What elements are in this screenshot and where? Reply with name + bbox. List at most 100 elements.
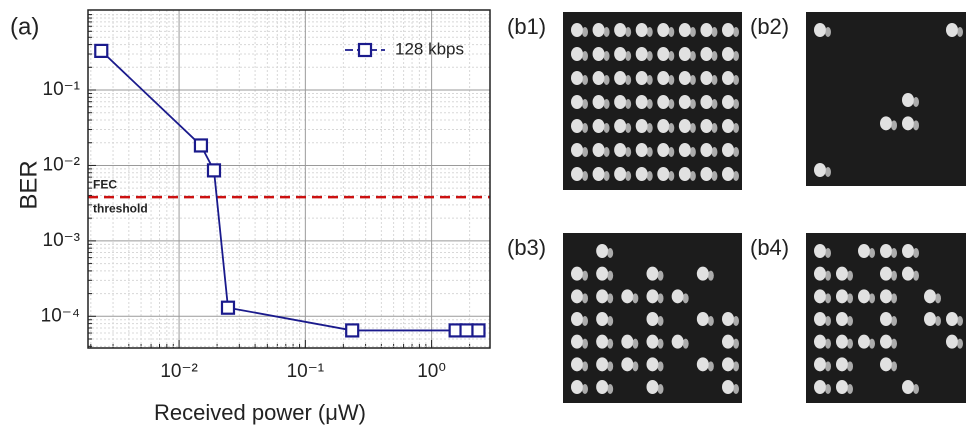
light-spot <box>658 339 664 349</box>
light-spot <box>658 316 664 326</box>
light-spot <box>722 143 734 157</box>
light-spot <box>700 71 712 85</box>
light-spot <box>625 75 631 85</box>
light-spot <box>668 171 674 181</box>
x-tick-label: 10⁻¹ <box>287 361 325 382</box>
light-spot <box>582 293 588 303</box>
light-spot <box>647 99 653 109</box>
light-spot <box>880 312 892 326</box>
light-spot <box>632 339 638 349</box>
light-spot <box>582 27 588 37</box>
light-spot <box>571 23 583 37</box>
light-spot <box>672 289 684 303</box>
x-tick-label: 10⁻² <box>160 361 198 382</box>
light-spot <box>913 120 919 130</box>
light-spot <box>614 95 626 109</box>
light-spot <box>596 357 608 371</box>
light-spot <box>690 99 696 109</box>
light-spot <box>582 75 588 85</box>
light-spot <box>593 119 605 133</box>
light-spot <box>891 339 897 349</box>
light-spot <box>722 357 734 371</box>
light-spot <box>571 95 583 109</box>
light-spot <box>647 75 653 85</box>
light-spot <box>825 293 831 303</box>
light-spot <box>607 361 613 371</box>
data-point <box>461 324 473 336</box>
light-spot <box>869 248 875 258</box>
light-spot <box>625 171 631 181</box>
light-spot <box>814 23 826 37</box>
light-spot <box>836 335 848 349</box>
light-spot <box>582 384 588 394</box>
light-spot <box>711 27 717 37</box>
light-spot <box>625 99 631 109</box>
light-spot <box>722 119 734 133</box>
light-spot <box>625 51 631 61</box>
light-spot <box>636 119 648 133</box>
light-spot <box>825 361 831 371</box>
light-spot <box>607 339 613 349</box>
light-spot <box>847 316 853 326</box>
light-spot <box>668 147 674 157</box>
light-spot <box>582 99 588 109</box>
light-spot <box>571 380 583 394</box>
light-spot <box>858 244 870 258</box>
figure: (a) Received power (μW) BER 10⁻²10⁻¹10⁰1… <box>0 0 967 430</box>
light-spot <box>708 271 714 281</box>
light-spot <box>825 316 831 326</box>
light-spot <box>814 335 826 349</box>
light-spot <box>571 312 583 326</box>
light-spot <box>722 380 734 394</box>
light-spot <box>722 312 734 326</box>
light-spot <box>625 147 631 157</box>
light-spot <box>957 27 963 37</box>
light-spot <box>847 271 853 281</box>
light-spot <box>814 380 826 394</box>
light-spot <box>913 97 919 107</box>
light-spot <box>733 171 739 181</box>
light-spot <box>604 171 610 181</box>
light-spot <box>825 248 831 258</box>
panel-label: (b2) <box>750 14 789 39</box>
light-spot <box>672 335 684 349</box>
light-spot <box>891 120 897 130</box>
light-spot <box>733 27 739 37</box>
light-spot <box>571 289 583 303</box>
light-spot <box>679 71 691 85</box>
light-spot <box>571 47 583 61</box>
light-spot <box>657 95 669 109</box>
light-spot <box>679 119 691 133</box>
light-spot <box>571 71 583 85</box>
light-spot <box>722 47 734 61</box>
light-spot <box>869 339 875 349</box>
light-spot <box>657 167 669 181</box>
light-spot <box>679 95 691 109</box>
light-spot <box>957 316 963 326</box>
panel-label: (b3) <box>507 235 546 260</box>
light-spot <box>657 23 669 37</box>
x-axis-title: Received power (μW) <box>154 400 366 425</box>
light-spot <box>902 93 914 107</box>
light-spot <box>700 167 712 181</box>
light-spot <box>825 339 831 349</box>
light-spot <box>636 167 648 181</box>
light-spot <box>700 23 712 37</box>
legend-marker <box>359 44 371 56</box>
light-spot <box>814 244 826 258</box>
light-spot <box>814 267 826 281</box>
light-spot <box>700 95 712 109</box>
light-spot <box>607 248 613 258</box>
light-spot <box>647 335 659 349</box>
light-spot <box>582 147 588 157</box>
light-spot <box>957 339 963 349</box>
light-spot <box>657 119 669 133</box>
light-spot <box>880 335 892 349</box>
chart-title: (a) <box>10 13 39 40</box>
light-spot <box>621 335 633 349</box>
light-spot <box>647 357 659 371</box>
light-spot <box>836 312 848 326</box>
light-spot <box>657 143 669 157</box>
light-spot <box>593 23 605 37</box>
light-spot <box>700 119 712 133</box>
